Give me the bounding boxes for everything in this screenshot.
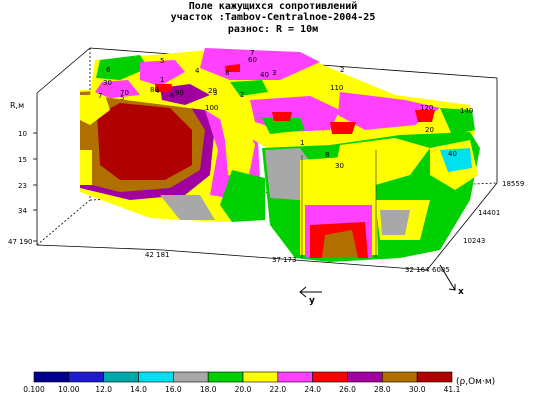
legend-value-label: 16.0 xyxy=(165,385,182,394)
depth-axis-label: R,м xyxy=(10,101,24,110)
depth-tick-3: 23 xyxy=(18,182,27,190)
legend-unit: (ρ,Ом·м) xyxy=(456,377,495,387)
surface-value-label: 2 xyxy=(340,66,344,74)
x-tick-4: 18559 xyxy=(502,180,524,188)
surface-value-label: 30 xyxy=(103,79,112,87)
surface-value-label: 7 xyxy=(250,49,254,57)
legend-swatch xyxy=(312,371,348,383)
axis-direction-arrows xyxy=(299,264,456,298)
surface-value-label: 120 xyxy=(420,104,433,112)
y-tick-1: 42 181 xyxy=(145,251,170,259)
y-tick-3: 32 164 xyxy=(405,266,430,274)
legend-swatch xyxy=(207,371,244,383)
surface-value-label: 100 xyxy=(205,104,218,112)
surface-value-label: 8 xyxy=(225,69,229,77)
surface-value-label: 40 xyxy=(260,71,269,79)
chart-subtitle-spacing: разнос: R = 10м xyxy=(227,24,319,35)
legend-value-label: 22.0 xyxy=(269,385,286,394)
legend-swatch xyxy=(242,371,279,383)
surface-value-label: 80 xyxy=(150,86,159,94)
x-arrow-head xyxy=(448,284,456,291)
surface-value-label: 110 xyxy=(330,84,343,92)
y-tick-2: 37 173 xyxy=(272,256,297,264)
x-tick-3: 14401 xyxy=(478,209,500,217)
y-arrow-head xyxy=(299,286,307,298)
surface-value-label: 70 xyxy=(120,89,129,97)
surface-value-label: 4 xyxy=(195,67,200,75)
surface-value-label: 4 xyxy=(155,87,160,95)
legend-value-label: 0.100 xyxy=(23,385,45,394)
surface-value-label: 3 xyxy=(213,89,217,97)
box-hidden-edge xyxy=(36,199,91,246)
x-tick-2: 10243 xyxy=(463,237,485,245)
box-front-left-base xyxy=(36,244,164,251)
surface-value-label: 7 xyxy=(98,92,102,100)
legend-swatch xyxy=(416,371,453,383)
surface-value-label: 30 xyxy=(335,162,344,170)
surface-value-label: 2 xyxy=(240,91,244,99)
y-axis-label: y xyxy=(309,296,315,306)
box-front-base xyxy=(162,249,428,271)
legend-swatch xyxy=(382,371,418,383)
surface-value-label: 60 xyxy=(248,56,257,64)
depth-tick-1: 10 xyxy=(18,130,27,138)
surface-value-label: 20 xyxy=(208,87,217,95)
legend-value-label: 28.0 xyxy=(374,385,391,394)
surface-value-label: 3 xyxy=(272,69,276,77)
legend-value-label: 30.0 xyxy=(409,385,426,394)
depth-tick-marks xyxy=(33,132,37,242)
bounding-box xyxy=(36,47,498,271)
surface-value-label: 5 xyxy=(160,57,164,65)
legend-value-label: 24.0 xyxy=(304,385,321,394)
surface-value-label: 20 xyxy=(425,126,434,134)
legend-value-label: 12.0 xyxy=(95,385,112,394)
legend-swatch xyxy=(103,371,139,383)
x-tick-1: 6085 xyxy=(432,266,450,274)
x-arrow-shaft xyxy=(439,264,456,291)
left-face xyxy=(80,88,265,222)
legend-value-label: 41.1 xyxy=(444,385,461,394)
legend-value-label: 18.0 xyxy=(200,385,217,394)
legend-value-label: 10.00 xyxy=(58,385,80,394)
front-section xyxy=(262,132,480,262)
surface-value-label: 5 xyxy=(120,94,124,102)
legend-swatch xyxy=(347,371,383,383)
x-axis-label: x xyxy=(458,287,464,297)
surface-value-label: 90 xyxy=(175,89,184,97)
surface-value-label: 140 xyxy=(460,107,473,115)
depth-tick-4: 34 xyxy=(18,207,27,215)
legend-value-label: 14.0 xyxy=(130,385,147,394)
axis-ticks: R,м 10 15 23 34 47 190 42 181 37 173 32 … xyxy=(8,101,524,274)
legend-swatch xyxy=(138,371,174,383)
surface-value-label: 1 xyxy=(300,139,304,147)
surface-value-label: 40 xyxy=(448,150,457,158)
depth-tick-2: 15 xyxy=(18,156,27,164)
legend-swatch xyxy=(68,371,104,383)
chart-title: Поле кажущихся сопротивлений xyxy=(188,1,358,12)
legend-value-label: 20.0 xyxy=(235,385,252,394)
surface-value-label: 1 xyxy=(160,76,164,84)
legend-value-label: 26.0 xyxy=(339,385,356,394)
box-right-base xyxy=(426,182,498,271)
surface-value-label: 6 xyxy=(170,92,175,100)
legend-swatch xyxy=(33,371,70,383)
legend-swatch xyxy=(277,371,313,383)
surface-value-label: 8 xyxy=(325,151,329,159)
top-surface xyxy=(90,48,475,150)
legend-swatch xyxy=(173,371,209,383)
depth-tick-5: 47 190 xyxy=(8,238,33,246)
chart-subtitle-site: участок :Tambov-Centralnoe-2004-25 xyxy=(170,12,376,23)
color-legend: 0.100 10.00 12.0 14.0 16.0 18.0 20.0 22.0 24.0 26… xyxy=(23,371,461,394)
surface-value-label: 6 xyxy=(106,66,111,74)
